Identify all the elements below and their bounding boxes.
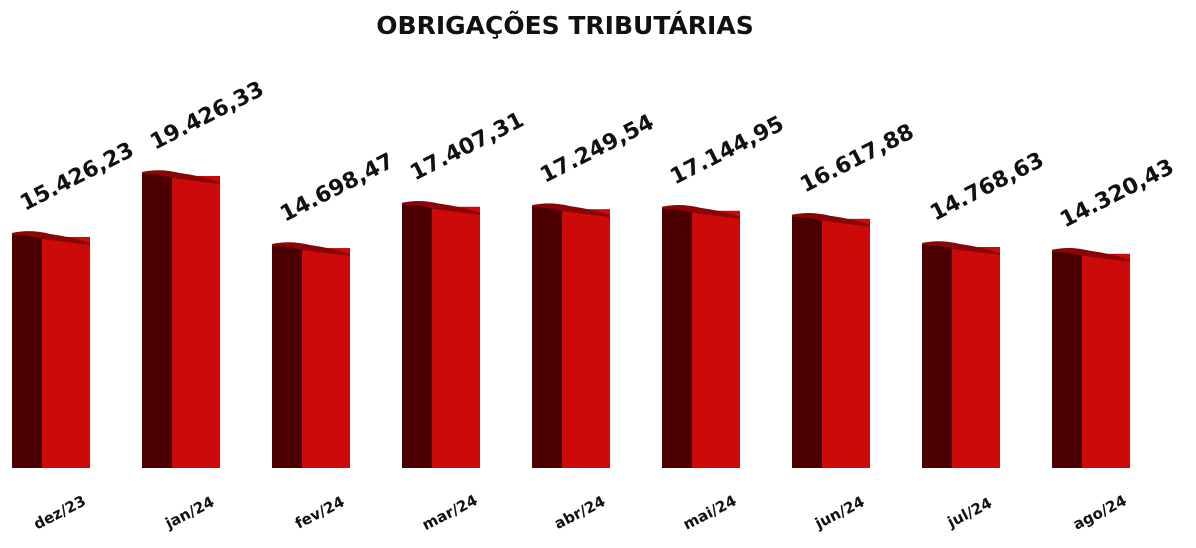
x-tick-label: mai/24 [680, 492, 739, 534]
bar [272, 242, 350, 468]
x-tick-label: jul/24 [944, 494, 995, 532]
bar-front [562, 209, 610, 469]
bar [12, 231, 90, 468]
bar-side [402, 202, 432, 468]
bar-front [172, 176, 220, 468]
bar-side [272, 244, 302, 468]
x-tick-label: jan/24 [161, 493, 217, 533]
bar-front [952, 246, 1000, 468]
value-label: 16.617,88 [796, 120, 918, 199]
x-tick-label: fev/24 [292, 493, 347, 533]
value-label: 14.320,43 [1056, 155, 1178, 234]
x-tick-label: abr/24 [551, 492, 608, 533]
bar [792, 213, 870, 468]
x-tick-label: ago/24 [1070, 491, 1129, 533]
bar-top [402, 200, 480, 215]
value-label: 17.249,54 [536, 110, 658, 189]
bar-side [922, 242, 952, 468]
bar [402, 200, 480, 468]
bar-side [1052, 249, 1082, 468]
value-label: 15.426,23 [16, 138, 138, 217]
bar-top [922, 241, 1000, 255]
bar-top [662, 204, 740, 219]
bar-front [302, 248, 350, 468]
bar [662, 204, 740, 468]
value-label: 17.144,95 [666, 112, 788, 191]
bar-side [142, 172, 172, 468]
bar-top [532, 203, 610, 218]
bar-side [792, 214, 822, 468]
value-label: 19.426,33 [146, 77, 268, 156]
bar [1052, 248, 1130, 468]
x-tick-label: dez/23 [31, 492, 89, 533]
value-label: 14.768,63 [926, 148, 1048, 227]
x-tick-label: jun/24 [811, 493, 867, 533]
value-label: 14.698,47 [276, 149, 398, 228]
bar-top [142, 170, 220, 184]
bar-front [692, 210, 740, 468]
value-label: 17.407,31 [406, 108, 528, 187]
x-tick-label: mar/24 [419, 491, 480, 534]
bar-side [12, 232, 42, 468]
bar-top [792, 213, 870, 227]
bar-top [1052, 248, 1130, 262]
bar-side [662, 206, 692, 468]
bar-front [432, 206, 480, 468]
bar-front [42, 236, 90, 468]
bar-front [822, 218, 870, 468]
bar-top [272, 242, 350, 257]
bar [142, 170, 220, 468]
bar-side [532, 205, 562, 469]
chart-title: OBRIGAÇÕES TRIBUTÁRIAS [376, 10, 753, 40]
bar-top [12, 231, 90, 245]
bar [532, 203, 610, 469]
bar [922, 241, 1000, 468]
bar-front [1082, 253, 1130, 468]
